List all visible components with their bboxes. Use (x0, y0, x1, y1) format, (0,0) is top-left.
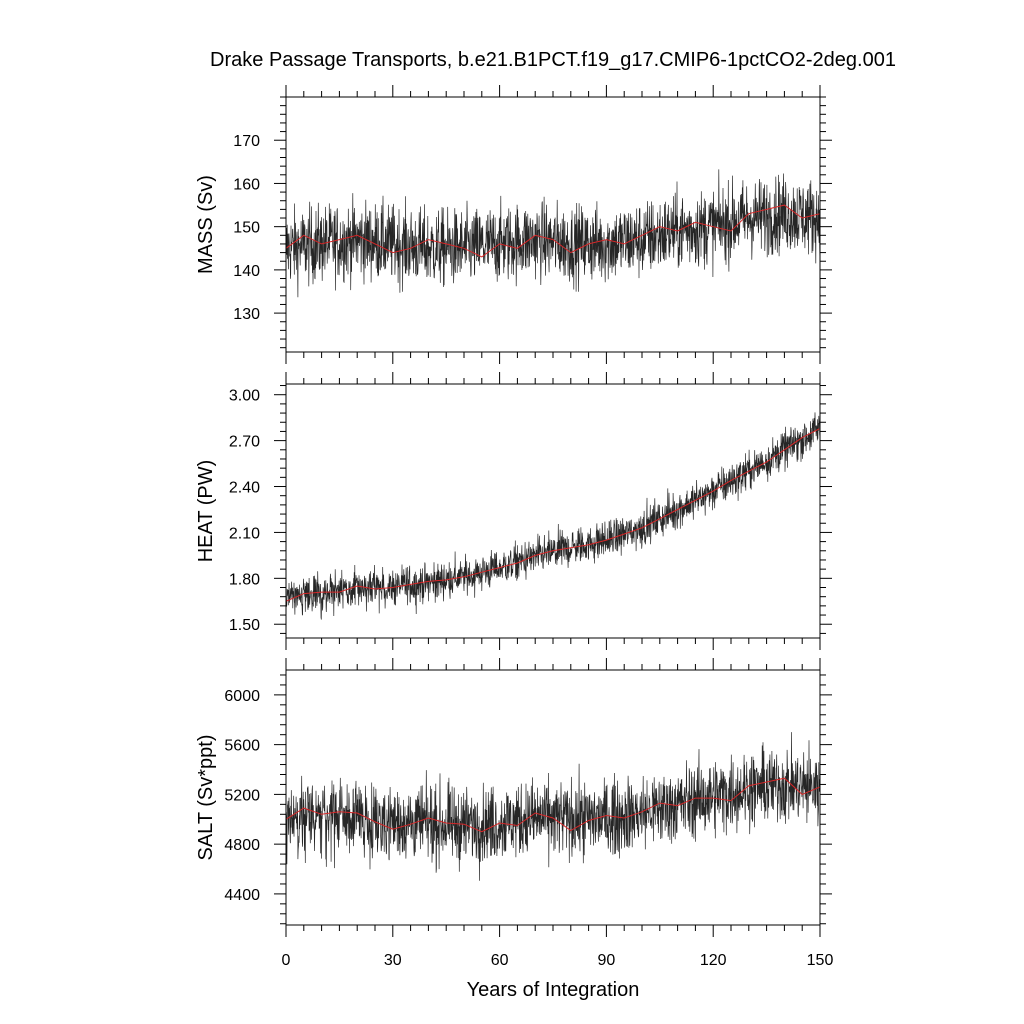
mass-panel: 130 140 150 160 170 MASS (Sv) (195, 85, 832, 364)
heat-y-tick-label: 3.00 (229, 388, 260, 405)
mass-y-tick-label: 150 (233, 220, 260, 237)
mass-annual-line (286, 204, 820, 258)
heat-y-axis-label: HEAT (PW) (195, 460, 217, 563)
chart-title: Drake Passage Transports, b.e21.B1PCT.f1… (210, 49, 896, 71)
salt-y-tick-label: 5200 (224, 787, 260, 804)
salt-y-tick-label: 6000 (224, 688, 260, 705)
mass-y-axis-label: MASS (Sv) (195, 175, 217, 274)
salt-y-tick-label: 4400 (224, 887, 260, 904)
mass-y-tick-label: 170 (233, 133, 260, 150)
heat-y-tick-label: 2.70 (229, 434, 260, 451)
mass-y-tick-label: 130 (233, 306, 260, 323)
x-tick-label: 0 (282, 952, 291, 969)
heat-y-tick-label: 2.10 (229, 525, 260, 542)
x-tick-label: 120 (700, 952, 727, 969)
salt-y-axis-label: SALT (Sv*ppt) (195, 735, 217, 861)
x-tick-label: 60 (491, 952, 509, 969)
heat-y-tick-label: 1.50 (229, 617, 260, 634)
mass-y-tick-label: 160 (233, 176, 260, 193)
salt-monthly-line (286, 732, 820, 881)
mass-monthly-line (286, 169, 820, 298)
heat-y-tick-label: 1.80 (229, 571, 260, 588)
mass-y-tick-label: 140 (233, 263, 260, 280)
heat-y-tick-label: 2.40 (229, 480, 260, 497)
salt-y-tick-label: 5600 (224, 738, 260, 755)
x-tick-label: 90 (598, 952, 616, 969)
heat-panel: 1.50 1.80 2.10 2.40 2.70 3.00 HEAT (PW) (195, 372, 832, 650)
x-axis-label: Years of Integration (467, 979, 640, 1001)
salt-annual-line (286, 777, 820, 833)
salt-panel: 4400 4800 5200 5600 6000 SALT (Sv*ppt) 0 30 60 90… (195, 658, 833, 969)
heat-monthly-line (286, 412, 820, 620)
salt-y-tick-label: 4800 (224, 837, 260, 854)
x-tick-label: 150 (807, 952, 834, 969)
x-tick-label: 30 (384, 952, 402, 969)
heat-annual-line (286, 427, 820, 602)
